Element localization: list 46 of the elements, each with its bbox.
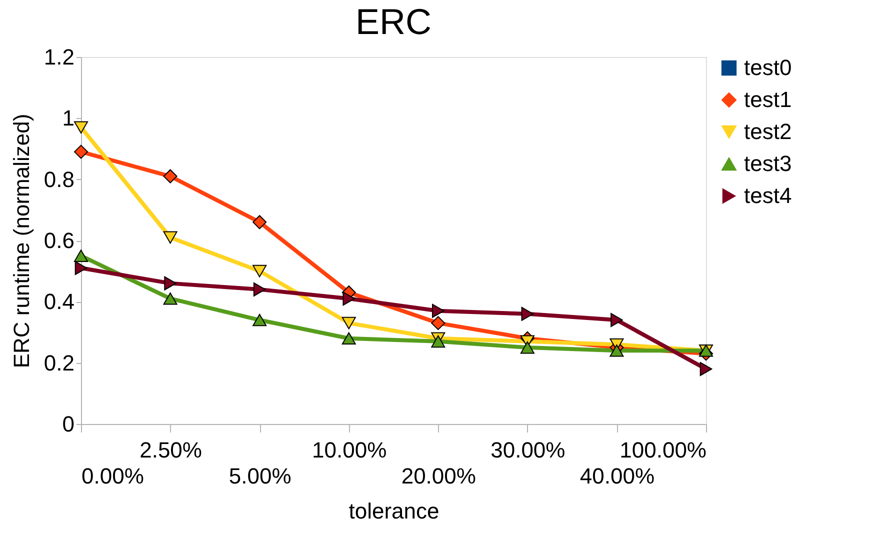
y-tick-label: 0.2 bbox=[44, 350, 74, 376]
legend-label: test0 bbox=[744, 55, 792, 80]
point bbox=[431, 316, 446, 330]
point bbox=[164, 276, 176, 290]
point bbox=[432, 304, 444, 318]
point bbox=[520, 341, 534, 354]
point bbox=[74, 250, 88, 262]
point bbox=[610, 313, 623, 328]
point bbox=[163, 169, 178, 184]
y-axis-title: ERC runtime (normalized) bbox=[8, 114, 34, 368]
point bbox=[74, 121, 88, 134]
y-tick-label: 1 bbox=[62, 106, 74, 131]
legend-label: test1 bbox=[744, 87, 792, 112]
point bbox=[253, 282, 266, 296]
legend-label: test4 bbox=[744, 183, 792, 208]
point bbox=[252, 215, 267, 230]
point bbox=[610, 344, 624, 357]
point bbox=[431, 335, 446, 348]
point bbox=[521, 306, 534, 321]
point bbox=[74, 261, 88, 276]
x-tick-label: 10.00% bbox=[312, 438, 387, 462]
point bbox=[252, 314, 267, 326]
x-tick-label: 2.50% bbox=[140, 438, 202, 462]
x-tick-label: 0.00% bbox=[82, 464, 144, 488]
x-tick-label: 20.00% bbox=[401, 464, 476, 488]
x-tick-label: 30.00% bbox=[490, 438, 566, 462]
legend-label: test3 bbox=[744, 151, 792, 176]
chart-title: ERC bbox=[355, 1, 432, 42]
y-tick-label: 0.4 bbox=[44, 289, 74, 314]
y-tick-label: 0.8 bbox=[44, 166, 74, 192]
x-tick-label: 40.00% bbox=[580, 464, 655, 488]
y-tick-label: 0.6 bbox=[44, 228, 74, 253]
x-tick-label: 5.00% bbox=[228, 464, 292, 488]
point bbox=[74, 144, 88, 159]
point bbox=[252, 264, 267, 278]
y-tick-label: 1.2 bbox=[44, 44, 74, 70]
legend-label: test2 bbox=[744, 119, 792, 144]
point bbox=[163, 231, 178, 244]
x-tick-label: 100.00% bbox=[620, 438, 706, 462]
point bbox=[342, 292, 356, 306]
point bbox=[163, 292, 178, 305]
point bbox=[700, 362, 712, 376]
point bbox=[342, 316, 356, 330]
y-tick-label: 0 bbox=[62, 412, 74, 436]
x-axis-title: tolerance bbox=[348, 498, 440, 524]
point bbox=[342, 332, 356, 345]
